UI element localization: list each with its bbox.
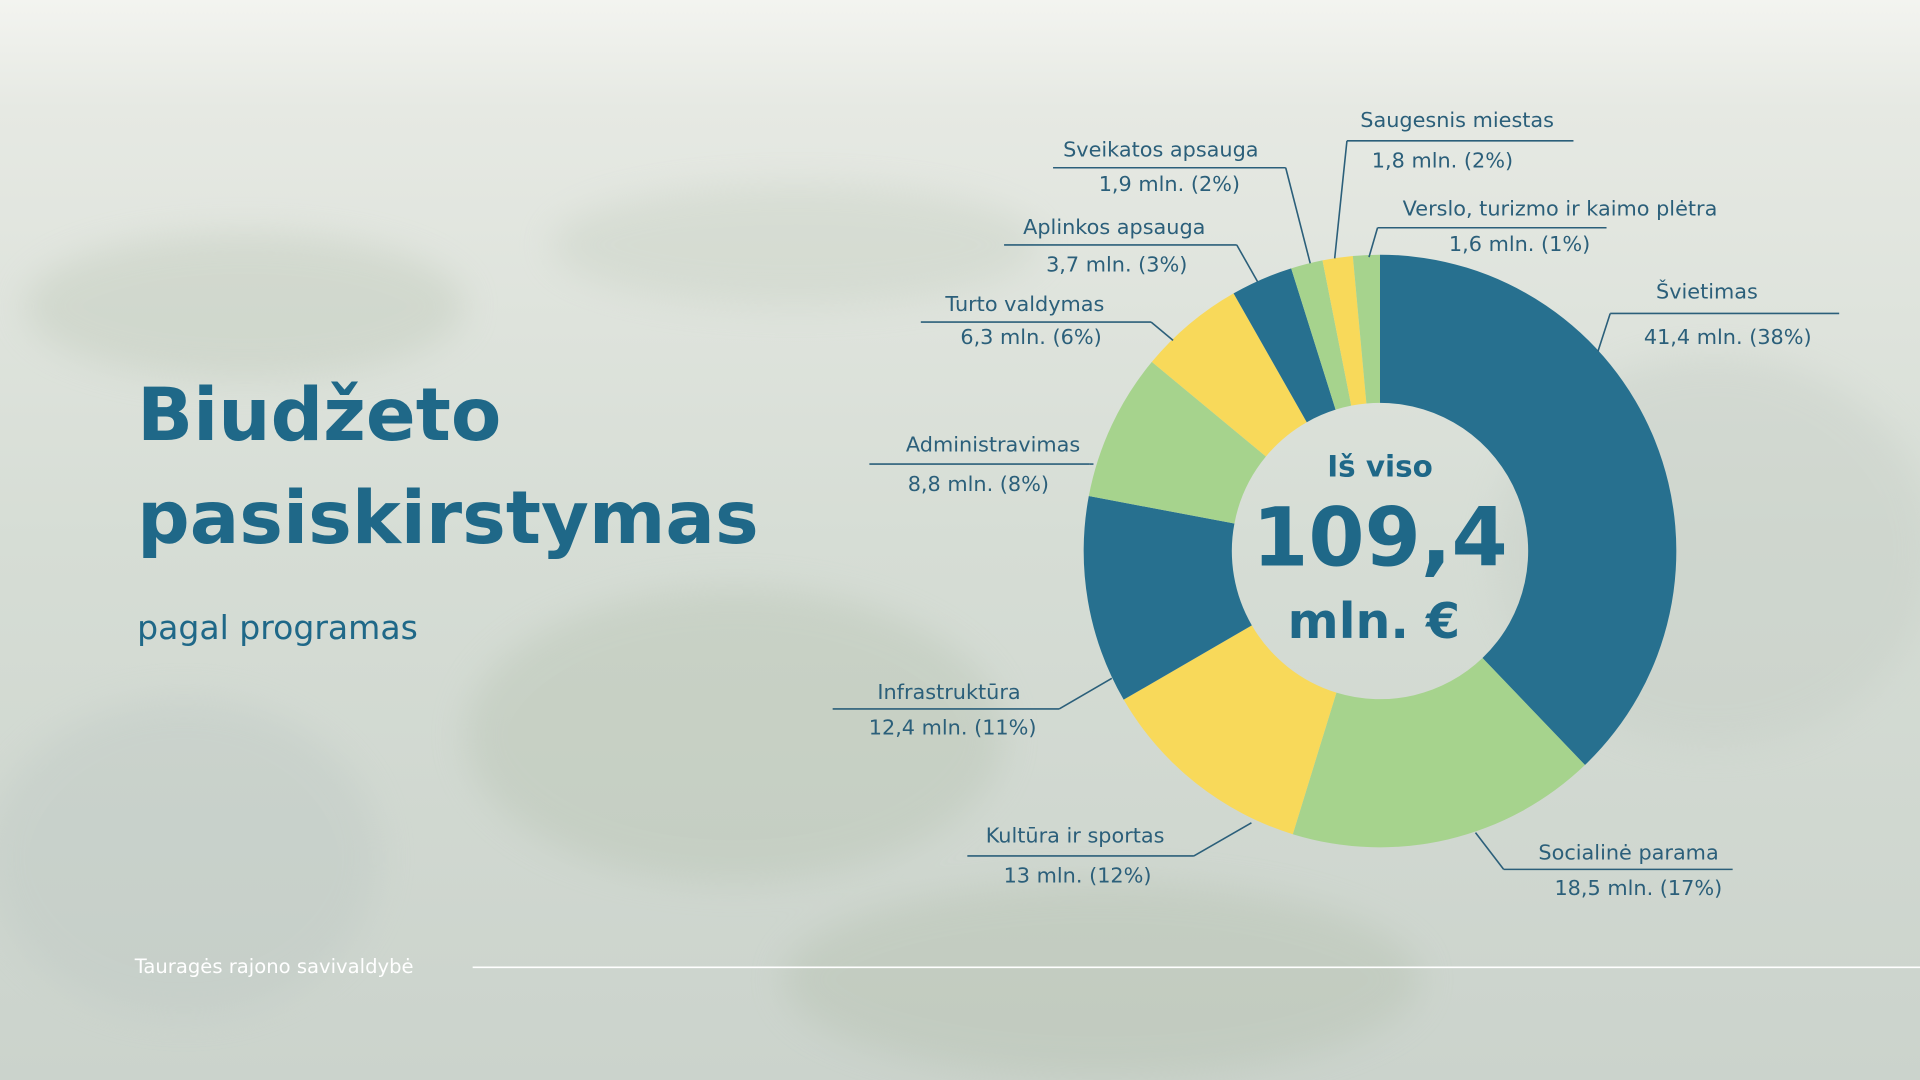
- slice-label: Socialinė parama: [1538, 840, 1718, 864]
- slice-label: Turto valdymas: [944, 292, 1104, 316]
- donut-slice: [1083, 496, 1252, 700]
- slice-label: Infrastruktūra: [877, 680, 1020, 704]
- donut-slice: [1088, 361, 1266, 524]
- slice-value-label: 1,8 mln. (2%): [1372, 149, 1513, 173]
- leader-line: [1474, 832, 1505, 870]
- slice-label: Aplinkos apsauga: [1023, 215, 1205, 239]
- donut: [1083, 254, 1677, 848]
- slice-label: Saugesnis miestas: [1360, 108, 1554, 132]
- center-unit: mln. €: [1288, 593, 1460, 650]
- title-line: pasiskirstymas: [137, 476, 759, 561]
- slice-value-label: 41,4 mln. (38%): [1644, 325, 1812, 349]
- donut-slice: [1352, 254, 1380, 404]
- slice-label: Sveikatos apsauga: [1063, 138, 1258, 162]
- donut-slice: [1151, 293, 1307, 457]
- slice-value-label: 6,3 mln. (6%): [960, 325, 1101, 349]
- slice-value-label: 3,7 mln. (3%): [1046, 253, 1187, 277]
- slice-label: Kultūra ir sportas: [986, 823, 1165, 847]
- leader-line: [1368, 227, 1379, 258]
- leader-line: [1333, 140, 1348, 259]
- slice-label: Administravimas: [906, 433, 1080, 457]
- leader-line: [1597, 313, 1611, 352]
- slice-value-label: 18,5 mln. (17%): [1554, 876, 1722, 900]
- leader-line: [1058, 677, 1113, 710]
- slice-value-label: 1,6 mln. (1%): [1449, 232, 1590, 256]
- donut-slice: [1380, 254, 1677, 766]
- donut-slice: [1233, 268, 1336, 423]
- center-title: Iš viso: [1327, 449, 1433, 483]
- leader-line: [1193, 822, 1252, 857]
- leader-line: [1150, 321, 1174, 342]
- slice-value-label: 12,4 mln. (11%): [869, 716, 1037, 740]
- donut-slice: [1292, 658, 1585, 848]
- donut-slice: [1123, 625, 1337, 835]
- leader-line: [1284, 167, 1311, 264]
- leader-line: [1236, 244, 1259, 283]
- subtitle: pagal programas: [137, 608, 418, 647]
- center-value: 109,4: [1252, 492, 1508, 586]
- slice-value-label: 13 mln. (12%): [1004, 864, 1152, 888]
- donut-slice: [1322, 255, 1367, 406]
- slice-label: Švietimas: [1656, 279, 1758, 304]
- footer: Tauragės rajono savivaldybė: [134, 955, 414, 978]
- slice-label: Verslo, turizmo ir kaimo plėtra: [1403, 196, 1718, 220]
- slice-value-label: 8,8 mln. (8%): [908, 472, 1049, 496]
- title-line: Biudžeto: [137, 373, 501, 458]
- slice-value-label: 1,9 mln. (2%): [1099, 172, 1240, 196]
- donut-slice: [1291, 260, 1352, 410]
